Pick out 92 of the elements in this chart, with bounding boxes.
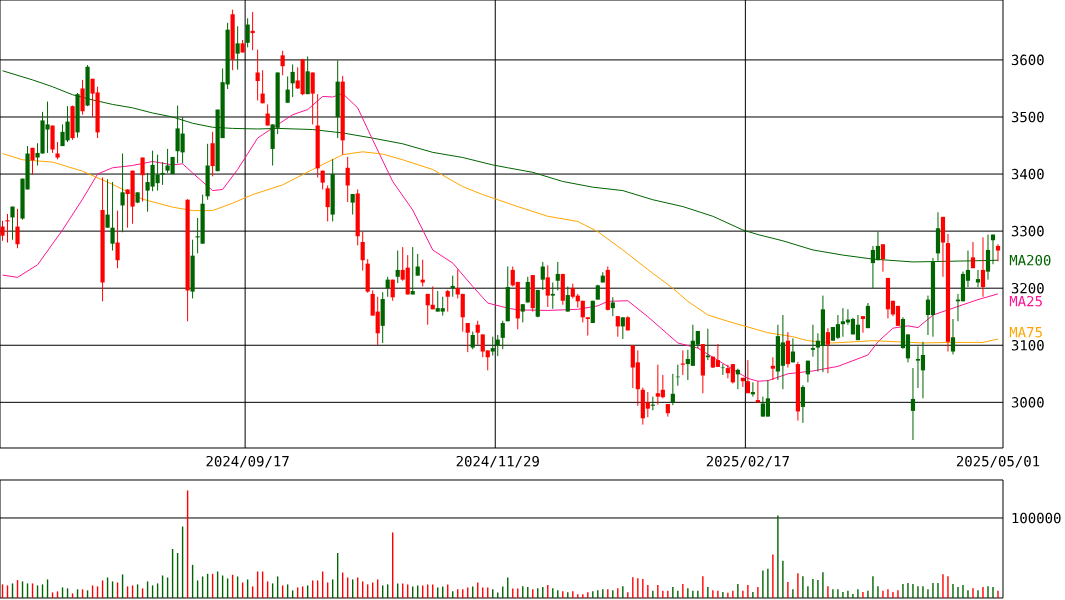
candlestick xyxy=(730,363,735,384)
candlestick xyxy=(995,243,1001,262)
candlestick xyxy=(445,289,450,313)
candlestick xyxy=(140,157,145,202)
candlestick xyxy=(910,367,916,441)
candlestick xyxy=(785,331,790,369)
x-tick-label: 2025/05/01 xyxy=(956,455,1040,468)
candlestick xyxy=(160,161,165,186)
candlestick xyxy=(555,261,560,291)
y-tick-label: 3100 xyxy=(1011,339,1044,351)
candlestick xyxy=(465,322,470,353)
series-label: MA25 xyxy=(1009,295,1042,307)
candlestick xyxy=(950,318,956,355)
candlestick xyxy=(375,296,380,346)
candlestick xyxy=(615,315,620,338)
candlestick xyxy=(290,63,295,98)
y-tick-label: 3000 xyxy=(1011,397,1044,408)
candlestick xyxy=(495,334,500,357)
candlestick xyxy=(585,316,590,337)
candlestick xyxy=(915,345,921,389)
candlestick xyxy=(645,391,650,418)
candlestick xyxy=(825,327,831,374)
candlestick xyxy=(80,79,85,116)
candlestick xyxy=(415,253,420,277)
candlestick xyxy=(105,178,110,229)
y-tick-label: 3300 xyxy=(1011,225,1044,237)
candlestick xyxy=(810,324,816,358)
candlestick xyxy=(0,220,5,242)
candlestick xyxy=(210,131,215,177)
x-tick-label: 2025/02/17 xyxy=(706,455,789,468)
candlestick xyxy=(15,208,20,249)
series-label: MA75 xyxy=(1009,327,1042,338)
candlestick xyxy=(460,293,465,333)
candlestick xyxy=(50,125,55,154)
candlestick xyxy=(620,316,625,340)
candlestick xyxy=(610,296,615,317)
candlestick xyxy=(235,25,240,71)
candlestick xyxy=(800,384,805,424)
candlestick xyxy=(310,71,315,125)
candlestick xyxy=(10,206,15,241)
y-tick-label: 3200 xyxy=(1011,282,1044,294)
candlestick xyxy=(115,210,120,269)
candlestick xyxy=(395,250,400,284)
candlestick xyxy=(30,147,35,176)
candlestick xyxy=(345,156,350,203)
candlestick xyxy=(660,374,665,399)
candlestick xyxy=(770,356,775,381)
candlestick xyxy=(970,241,976,269)
candlestick xyxy=(525,276,530,303)
candlestick xyxy=(425,293,430,326)
candlestick xyxy=(360,231,365,271)
candlestick xyxy=(475,320,480,346)
candlestick xyxy=(280,50,285,76)
candlestick xyxy=(500,320,505,350)
candlestick xyxy=(715,343,720,368)
candlestick xyxy=(865,302,871,329)
candlestick xyxy=(520,303,525,323)
candlestick xyxy=(5,213,10,244)
candlestick xyxy=(835,314,841,340)
line-series xyxy=(2,151,999,344)
candlestick xyxy=(110,181,115,252)
candlestick xyxy=(545,264,550,308)
candlestick xyxy=(860,315,866,334)
candlestick xyxy=(305,56,310,95)
x-tick-label: 2024/09/17 xyxy=(206,455,289,468)
candlestick xyxy=(550,281,555,310)
candlestick xyxy=(120,153,125,233)
candlestick xyxy=(325,184,330,222)
candlestick xyxy=(350,193,355,216)
y-tick-label: 3600 xyxy=(1011,54,1044,66)
candlestick xyxy=(255,49,260,101)
candlestick xyxy=(840,307,846,338)
candlestick xyxy=(880,243,886,273)
candlestick xyxy=(855,314,861,341)
y-tick-label: 3400 xyxy=(1011,168,1044,180)
candlestick xyxy=(455,268,460,299)
candlestick xyxy=(245,17,250,48)
candlestick xyxy=(565,285,570,313)
candlestick xyxy=(285,75,290,104)
x-tick-label: 2024/11/29 xyxy=(456,455,539,468)
candlestick xyxy=(980,236,986,298)
candlestick xyxy=(490,336,495,357)
candlestick xyxy=(745,359,750,394)
candlestick xyxy=(765,379,770,418)
candlestick xyxy=(440,296,445,317)
y-tick-label: 100000 xyxy=(1012,512,1061,524)
candlestick xyxy=(265,103,270,127)
series-label: MA200 xyxy=(1009,254,1051,266)
y-tick-label: 3500 xyxy=(1011,111,1044,123)
candlestick xyxy=(780,314,785,390)
candlestick xyxy=(540,261,545,291)
candlestick xyxy=(920,341,926,399)
